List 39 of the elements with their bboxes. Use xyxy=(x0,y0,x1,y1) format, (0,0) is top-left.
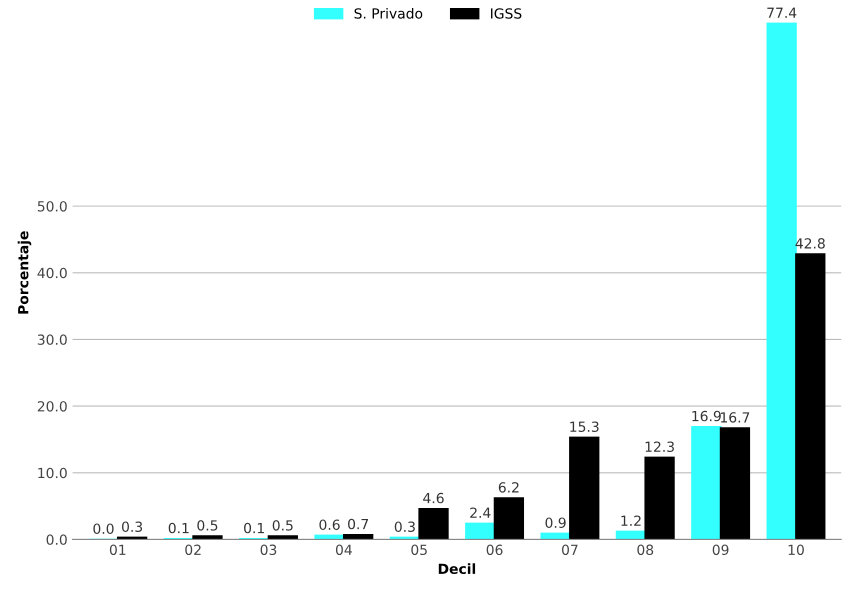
y-tick-label: 0.0 xyxy=(46,534,67,545)
data-label: 0.6 xyxy=(319,519,340,530)
data-label: 0.0 xyxy=(93,523,114,534)
data-label: 16.7 xyxy=(721,412,750,423)
y-tick-label: 10.0 xyxy=(38,468,67,478)
data-label: 16.9 xyxy=(692,410,721,422)
data-label: 0.9 xyxy=(545,517,566,528)
y-tick-label: 50.0 xyxy=(38,201,67,212)
legend-label: IGSS xyxy=(491,8,522,19)
x-tick-label: 04 xyxy=(336,544,352,556)
data-label: 0.7 xyxy=(348,518,368,530)
y-axis-title: Porcentaje xyxy=(18,231,32,314)
data-label: 0.5 xyxy=(197,520,218,531)
data-label: 77.4 xyxy=(767,8,796,18)
x-tick-label: 02 xyxy=(185,544,201,556)
data-label: 4.6 xyxy=(423,492,444,504)
data-label: 0.1 xyxy=(168,522,189,534)
x-tick-label: 09 xyxy=(712,544,728,556)
data-label: 12.3 xyxy=(646,441,674,452)
data-label: 15.3 xyxy=(570,421,599,432)
x-tick-label: 06 xyxy=(486,544,503,556)
data-label: 0.5 xyxy=(272,520,293,531)
x-tick-label: 08 xyxy=(637,544,654,556)
data-label: 6.2 xyxy=(498,482,519,493)
data-label: 0.1 xyxy=(244,522,264,534)
legend-label: S. Privado xyxy=(354,8,422,19)
x-tick-label: 01 xyxy=(110,544,126,556)
x-axis-title: Decil xyxy=(438,563,476,574)
data-label: 2.4 xyxy=(470,507,491,518)
data-label: 0.3 xyxy=(122,521,142,532)
x-tick-label: 03 xyxy=(260,544,276,556)
y-tick-label: 40.0 xyxy=(37,268,67,278)
y-tick-label: 30.0 xyxy=(38,334,67,345)
x-tick-label: 07 xyxy=(562,544,578,556)
data-label: 0.3 xyxy=(394,521,415,532)
x-tick-label: 05 xyxy=(411,544,427,556)
x-tick-label: 10 xyxy=(788,544,804,556)
y-tick-label: 20.0 xyxy=(38,401,67,412)
data-label: 1.2 xyxy=(621,515,641,526)
